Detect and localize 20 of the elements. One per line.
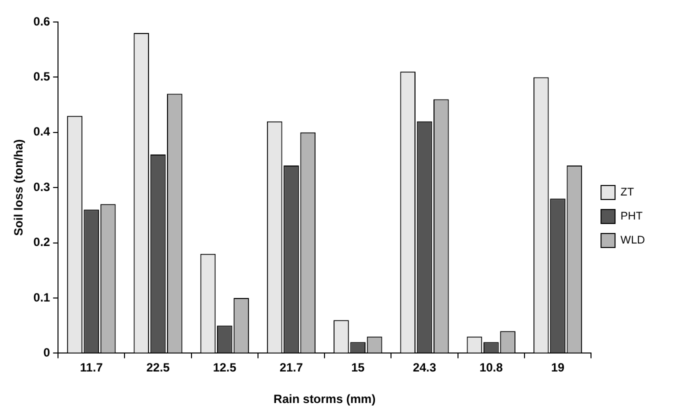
x-tick-label: 10.8 [479,360,504,375]
legend-label: ZT [620,186,634,199]
legend-label: WLD [620,234,646,247]
y-tick-label: 0.6 [33,14,50,28]
y-tick-label: 0.5 [33,70,50,84]
y-tick-label: 0.4 [33,124,50,139]
x-tick-label: 12.5 [212,360,237,375]
x-tick-label: 19 [551,360,565,375]
x-tick-label: 22.5 [146,360,170,375]
x-axis-title: Rain storms (mm) [274,392,376,406]
y-axis-title: Soil loss (ton/ha) [12,139,26,236]
x-tick-label: 21.7 [280,360,304,375]
x-tick-label: 15 [351,360,365,375]
y-tick-label: 0.2 [33,235,50,250]
y-tick-label: 0.3 [33,180,50,194]
y-tick-label: 0.1 [33,290,50,304]
y-tick-label: 0 [43,346,50,360]
x-tick-label: 24.3 [412,360,437,375]
x-tick-label: 11.7 [80,360,104,375]
legend-label: PHT [620,210,643,223]
